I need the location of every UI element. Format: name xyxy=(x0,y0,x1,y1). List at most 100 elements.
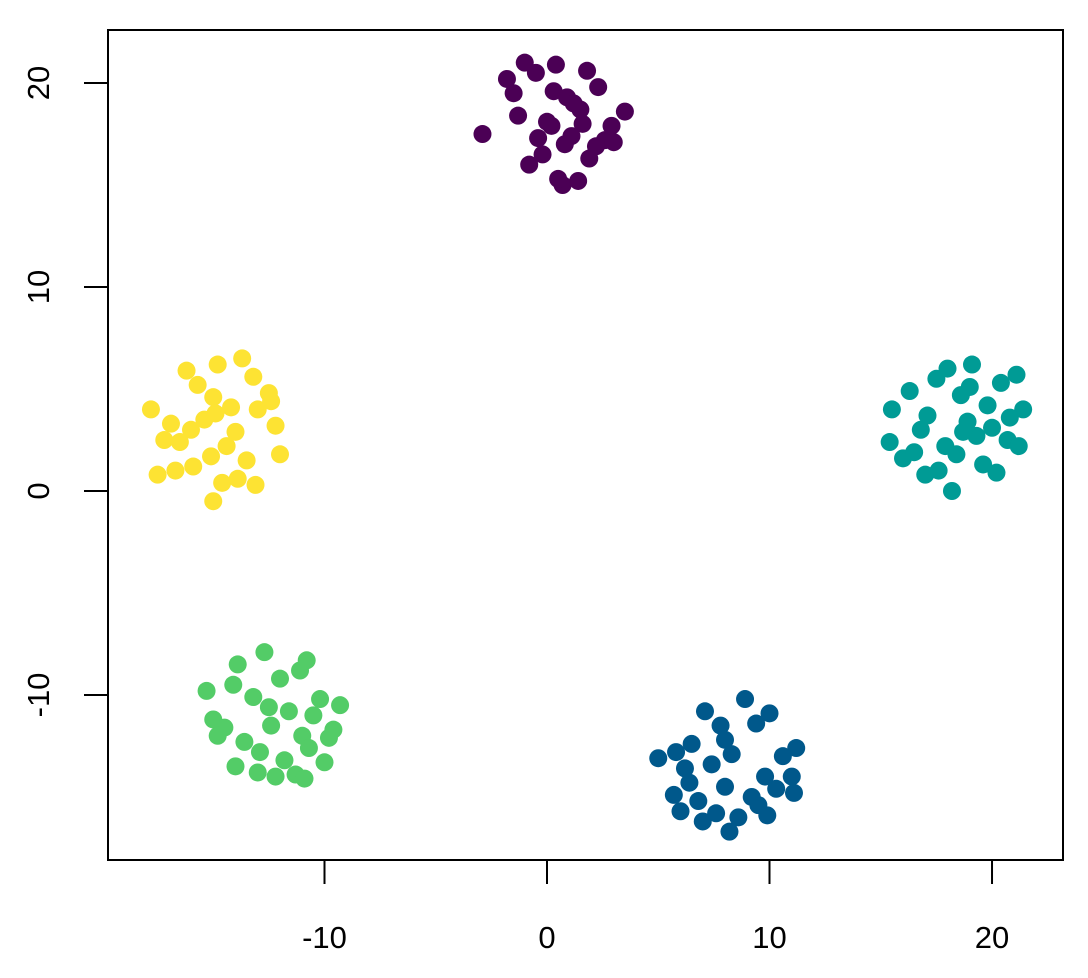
point xyxy=(756,767,775,786)
point xyxy=(197,681,216,700)
point xyxy=(520,155,539,174)
point xyxy=(331,696,350,715)
point xyxy=(538,112,557,131)
point xyxy=(918,406,937,425)
point xyxy=(206,404,225,423)
point xyxy=(255,643,274,662)
point xyxy=(695,702,714,721)
point xyxy=(297,651,316,670)
point xyxy=(604,133,623,152)
point xyxy=(962,355,981,374)
point xyxy=(987,463,1006,482)
point xyxy=(222,398,241,417)
point xyxy=(504,84,523,103)
point xyxy=(248,763,267,782)
point xyxy=(729,808,748,827)
point xyxy=(250,743,269,762)
point xyxy=(689,792,708,811)
y-tick-label: 0 xyxy=(21,482,56,499)
point xyxy=(204,388,223,407)
plot-frame xyxy=(107,29,1064,861)
point xyxy=(213,473,232,492)
point xyxy=(295,769,314,788)
point xyxy=(473,125,492,144)
point xyxy=(226,422,245,441)
y-tick-label: 20 xyxy=(21,66,56,100)
point xyxy=(1009,437,1028,456)
point xyxy=(161,414,180,433)
point xyxy=(942,481,961,500)
point xyxy=(244,367,263,386)
point xyxy=(978,396,997,415)
point xyxy=(905,443,924,462)
point xyxy=(217,437,236,456)
point xyxy=(544,82,563,101)
point xyxy=(262,716,281,735)
point xyxy=(702,755,721,774)
point xyxy=(589,78,608,97)
point xyxy=(960,377,979,396)
point xyxy=(649,749,668,768)
point xyxy=(900,382,919,401)
point xyxy=(573,114,592,133)
point xyxy=(671,802,690,821)
point xyxy=(707,804,726,823)
point xyxy=(736,690,755,709)
point xyxy=(716,777,735,796)
point xyxy=(1000,408,1019,427)
point xyxy=(529,129,548,148)
point xyxy=(170,433,189,452)
point xyxy=(682,734,701,753)
point xyxy=(664,785,683,804)
x-tick-label: -10 xyxy=(302,920,347,955)
point xyxy=(226,757,245,776)
point xyxy=(947,445,966,464)
y-tick-label: -10 xyxy=(21,673,56,718)
point xyxy=(1014,400,1033,419)
point xyxy=(711,716,730,735)
point xyxy=(237,451,256,470)
point xyxy=(615,102,634,121)
point xyxy=(266,767,285,786)
point xyxy=(784,783,803,802)
point xyxy=(311,690,330,709)
point xyxy=(208,726,227,745)
point xyxy=(911,420,930,439)
point xyxy=(983,418,1002,437)
point xyxy=(141,400,160,419)
point xyxy=(787,739,806,758)
point xyxy=(188,375,207,394)
point xyxy=(184,457,203,476)
point xyxy=(758,806,777,825)
point xyxy=(767,779,786,798)
point xyxy=(747,714,766,733)
point xyxy=(155,431,174,450)
point xyxy=(275,751,294,770)
point xyxy=(228,469,247,488)
point xyxy=(716,730,735,749)
point xyxy=(324,720,343,739)
point xyxy=(586,137,605,156)
point xyxy=(882,400,901,419)
x-tick-label: 10 xyxy=(752,920,786,955)
point xyxy=(555,135,574,154)
point xyxy=(720,822,739,841)
point xyxy=(880,433,899,452)
x-tick-label: 0 xyxy=(538,920,555,955)
point xyxy=(279,702,298,721)
point xyxy=(266,416,285,435)
point xyxy=(602,116,621,135)
y-tick-label: 10 xyxy=(21,270,56,304)
point xyxy=(208,355,227,374)
point xyxy=(954,422,973,441)
point xyxy=(722,745,741,764)
point xyxy=(246,475,265,494)
point xyxy=(270,669,289,688)
point xyxy=(233,349,252,368)
point xyxy=(259,698,278,717)
point xyxy=(166,461,185,480)
point xyxy=(248,400,267,419)
point xyxy=(262,392,281,411)
point xyxy=(974,455,993,474)
